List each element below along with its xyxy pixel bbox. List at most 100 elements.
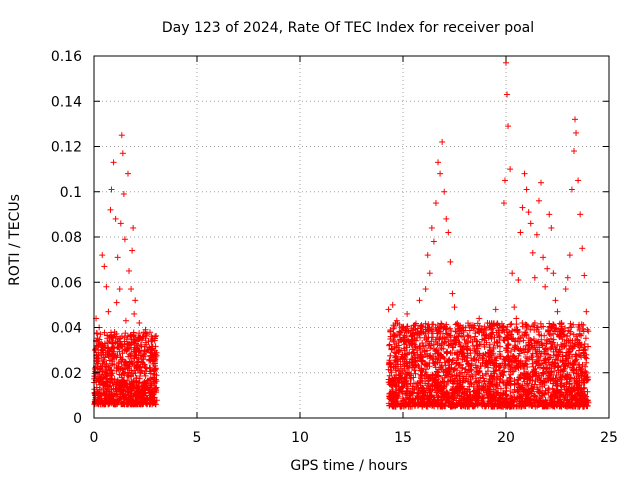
data-point — [389, 301, 396, 308]
data-point — [426, 270, 433, 277]
data-point — [554, 308, 561, 315]
data-point — [132, 297, 139, 304]
data-point — [505, 123, 512, 130]
data-point — [538, 179, 545, 186]
data-point — [572, 116, 579, 123]
data-point — [117, 220, 124, 227]
y-tick-labels: 0 0.02 0.04 0.06 0.08 0.1 0.12 0.14 0.16 — [51, 49, 82, 427]
y-tick-label: 0.06 — [51, 275, 82, 291]
data-point — [111, 329, 118, 336]
data-point — [581, 272, 588, 279]
data-point — [550, 270, 557, 277]
data-point — [579, 245, 586, 252]
data-point — [101, 263, 108, 270]
data-point — [134, 342, 141, 349]
data-point — [408, 340, 415, 347]
data-point — [542, 283, 549, 290]
data-point — [129, 247, 136, 254]
data-point — [443, 215, 450, 222]
data-point — [404, 310, 411, 317]
data-point — [472, 333, 479, 340]
data-point — [122, 317, 129, 324]
data-point — [95, 374, 102, 381]
axis-ticks — [93, 55, 610, 419]
data-point — [501, 177, 508, 184]
data-point — [97, 365, 104, 372]
data-point — [548, 224, 555, 231]
y-tick-label: 0.04 — [51, 321, 82, 337]
data-point — [130, 224, 137, 231]
data-point — [509, 270, 516, 277]
data-point — [507, 166, 514, 173]
data-point — [558, 319, 565, 326]
data-point — [416, 297, 423, 304]
data-point — [449, 290, 456, 297]
x-axis-label: GPS time / hours — [290, 458, 407, 474]
grid — [94, 56, 609, 418]
data-point — [519, 204, 526, 211]
y-tick-label: 0.02 — [51, 366, 82, 382]
data-point — [123, 347, 130, 354]
data-point — [570, 148, 577, 155]
data-point — [583, 308, 590, 315]
x-tick-label: 5 — [193, 430, 202, 446]
data-point — [118, 132, 125, 139]
data-point — [441, 188, 448, 195]
data-point — [584, 326, 591, 333]
data-point — [513, 315, 520, 322]
data-point — [104, 369, 111, 376]
data-point — [393, 317, 400, 324]
data-point — [92, 347, 99, 354]
data-point — [476, 315, 483, 322]
data-point — [566, 252, 573, 259]
data-point — [515, 276, 522, 283]
x-tick-label: 0 — [90, 430, 99, 446]
data-point — [527, 220, 534, 227]
data-point — [113, 299, 120, 306]
data-point — [546, 211, 553, 218]
data-point — [577, 211, 584, 218]
data-point — [562, 286, 569, 293]
y-tick-label: 0.12 — [51, 140, 82, 156]
data-point — [136, 319, 143, 326]
data-point — [575, 177, 582, 184]
data-point — [119, 150, 126, 157]
data-point — [138, 356, 145, 363]
data-point — [115, 360, 122, 367]
data-points — [92, 59, 591, 388]
data-point — [420, 329, 427, 336]
data-point — [517, 229, 524, 236]
data-point — [112, 215, 119, 222]
y-tick-label: 0.1 — [60, 185, 82, 201]
data-point — [148, 338, 155, 345]
data-point — [432, 200, 439, 207]
data-point — [480, 329, 487, 336]
data-point — [496, 324, 503, 331]
data-point — [126, 267, 133, 274]
data-point — [573, 129, 580, 136]
x-tick-label: 20 — [497, 430, 515, 446]
x-tick-label: 15 — [394, 430, 412, 446]
x-tick-label: 25 — [600, 430, 618, 446]
data-point — [94, 358, 101, 365]
data-point — [544, 265, 551, 272]
data-point — [140, 333, 147, 340]
data-point — [500, 200, 507, 207]
data-point — [467, 322, 474, 329]
data-point — [109, 353, 116, 360]
y-tick-label: 0.14 — [51, 94, 82, 110]
data-point — [144, 347, 151, 354]
data-point — [105, 308, 112, 315]
data-point — [127, 333, 134, 340]
chart-title: Day 123 of 2024, Rate Of TEC Index for r… — [162, 20, 534, 36]
data-point — [100, 381, 107, 388]
data-point — [511, 304, 518, 311]
data-point — [568, 186, 575, 193]
data-point — [552, 297, 559, 304]
data-point — [142, 326, 149, 333]
data-point — [103, 283, 110, 290]
data-point — [102, 351, 109, 358]
data-point — [492, 306, 499, 313]
data-point — [533, 231, 540, 238]
data-point — [435, 159, 442, 166]
